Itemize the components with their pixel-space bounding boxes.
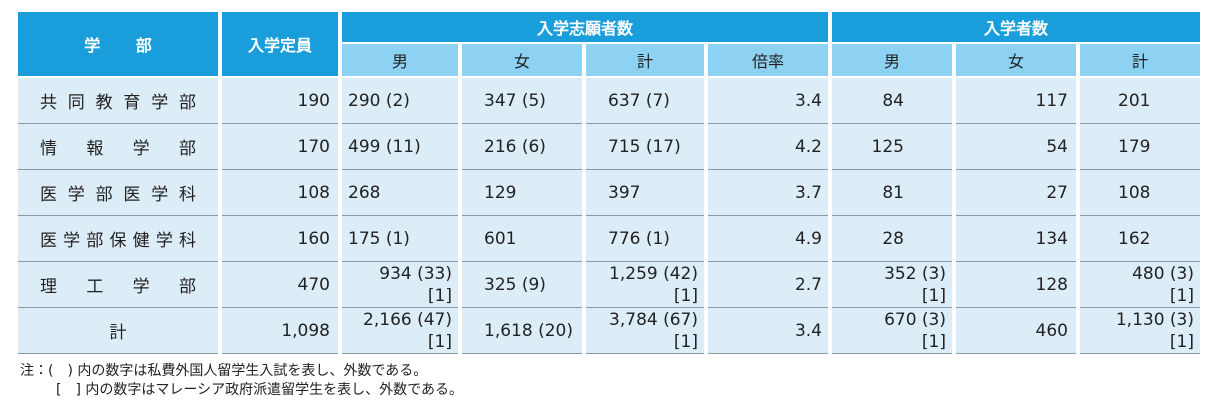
table-cell: 2,166 (47) [1] — [342, 308, 458, 354]
table-cell: 670 (3) [1] — [832, 308, 952, 354]
footnote: 注：( ) 内の数字は私費外国人留学生入試を表し、外数である。 — [20, 363, 428, 379]
table-cell: 499 (11) — [342, 124, 458, 170]
cell-note: [1] — [427, 285, 452, 306]
table-cell: 347 (5) — [462, 78, 582, 124]
sub-header: 男 — [342, 44, 458, 76]
table-cell: 776 (1) — [586, 216, 704, 262]
sub-header: 男 — [832, 44, 952, 76]
table-cell: 84 — [832, 78, 952, 124]
table-cell: 128 — [956, 262, 1076, 308]
table-cell: 715 (17) — [586, 124, 704, 170]
cell-value: 934 (33) — [379, 263, 452, 284]
table-cell: 162 — [1080, 216, 1200, 262]
cell-value: 480 (3) — [1132, 263, 1194, 284]
cell-note: [1] — [921, 331, 946, 352]
cell-value: 352 (3) — [884, 263, 946, 284]
table-cell: 175 (1) — [342, 216, 458, 262]
table-cell: 1,098 — [222, 308, 338, 354]
row-label: 医学部医学科 — [40, 185, 196, 205]
table-cell: 3.4 — [708, 308, 828, 354]
table-cell: 4.2 — [708, 124, 828, 170]
table-cell: 計 — [18, 308, 218, 354]
sub-header: 倍率 — [708, 44, 828, 76]
table-cell: 201 — [1080, 78, 1200, 124]
table-cell: 216 (6) — [462, 124, 582, 170]
table-cell: 934 (33) [1] — [342, 262, 458, 308]
cell-note: [1] — [921, 285, 946, 306]
cell-value: 1,259 (42) — [609, 263, 698, 284]
cell-note: [1] — [673, 331, 698, 352]
cell-value: 670 (3) — [884, 309, 946, 330]
cell-value: 1,130 (3) — [1115, 309, 1194, 330]
table-cell: 108 — [222, 170, 338, 216]
cell-note: [1] — [673, 285, 698, 306]
table-cell: 325 (9) — [462, 262, 582, 308]
table-cell: 117 — [956, 78, 1076, 124]
table-cell: 共同教育学部 — [18, 78, 218, 124]
table-cell: 2.7 — [708, 262, 828, 308]
row-label: 医学部保健学科 — [40, 231, 196, 251]
table-cell: 81 — [832, 170, 952, 216]
applicants-header: 入学志願者数 — [342, 12, 828, 42]
table-cell: 医学部保健学科 — [18, 216, 218, 262]
table-cell: 397 — [586, 170, 704, 216]
table-cell: 108 — [1080, 170, 1200, 216]
table-cell: 129 — [462, 170, 582, 216]
table-cell: 医学部医学科 — [18, 170, 218, 216]
table-cell: 190 — [222, 78, 338, 124]
cell-value: 3,784 (67) — [609, 309, 698, 330]
table-cell: 160 — [222, 216, 338, 262]
table-cell: 290 (2) — [342, 78, 458, 124]
entrants-header: 入学者数 — [832, 12, 1200, 42]
table-cell: 352 (3) [1] — [832, 262, 952, 308]
cell-value: 2,166 (47) — [363, 309, 452, 330]
table-cell: 情報学部 — [18, 124, 218, 170]
table-cell: 460 — [956, 308, 1076, 354]
table-cell: 3.7 — [708, 170, 828, 216]
table-cell: 470 — [222, 262, 338, 308]
table-cell: 480 (3) [1] — [1080, 262, 1200, 308]
cell-note: [1] — [1169, 331, 1194, 352]
table-cell: 601 — [462, 216, 582, 262]
row-label: 共同教育学部 — [40, 93, 196, 113]
table-cell: 54 — [956, 124, 1076, 170]
sub-header: 女 — [956, 44, 1076, 76]
sub-header: 計 — [586, 44, 704, 76]
table-cell: 1,259 (42) [1] — [586, 262, 704, 308]
table-cell: 637 (7) — [586, 78, 704, 124]
table-cell: 3.4 — [708, 78, 828, 124]
table-cell: 28 — [832, 216, 952, 262]
table-cell: 理工学部 — [18, 262, 218, 308]
table-cell: 4.9 — [708, 216, 828, 262]
capacity-header: 入学定員 — [222, 12, 338, 76]
row-label: 計 — [109, 323, 127, 343]
table-cell: 134 — [956, 216, 1076, 262]
sub-header: 女 — [462, 44, 582, 76]
table-cell: 125 — [832, 124, 952, 170]
dept-header: 学 部 — [18, 12, 218, 76]
table-cell: 179 — [1080, 124, 1200, 170]
row-label: 情報学部 — [40, 139, 196, 159]
table-cell: 27 — [956, 170, 1076, 216]
table-cell: 268 — [342, 170, 458, 216]
table-cell: 1,130 (3) [1] — [1080, 308, 1200, 354]
sub-header: 計 — [1080, 44, 1200, 76]
cell-note: [1] — [427, 331, 452, 352]
row-label: 理工学部 — [40, 277, 196, 297]
table-cell: 1,618 (20) — [462, 308, 582, 354]
footnote: [ ] 内の数字はマレーシア政府派遣留学生を表し、外数である。 — [56, 382, 463, 398]
table-cell: 170 — [222, 124, 338, 170]
cell-note: [1] — [1169, 285, 1194, 306]
table-cell: 3,784 (67) [1] — [586, 308, 704, 354]
